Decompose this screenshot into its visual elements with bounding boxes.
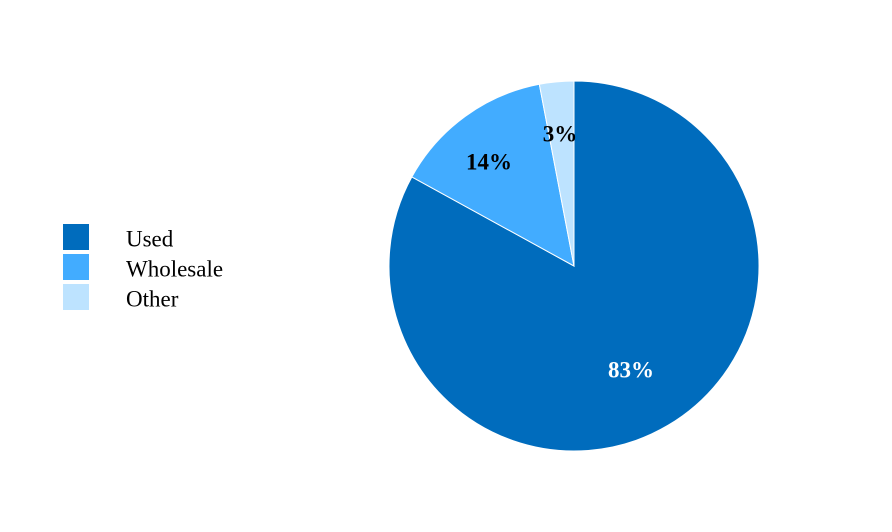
legend-label-other: Other [126,287,179,312]
legend-label-used: Used [126,227,174,252]
legend-swatch-other [63,284,89,310]
pie-slices [388,80,760,452]
legend: Used Wholesale Other [63,224,223,312]
legend-swatch-used [63,224,89,250]
pie-data-labels: 83% 14% 3% [466,122,654,383]
pie-slice-wholesale [411,83,575,267]
data-label-wholesale: 14% [466,150,512,175]
legend-label-wholesale: Wholesale [126,257,223,282]
legend-swatch-wholesale [63,254,89,280]
pie-slice-other [538,80,575,267]
data-label-used: 83% [608,358,654,383]
data-label-other: 3% [543,122,578,147]
